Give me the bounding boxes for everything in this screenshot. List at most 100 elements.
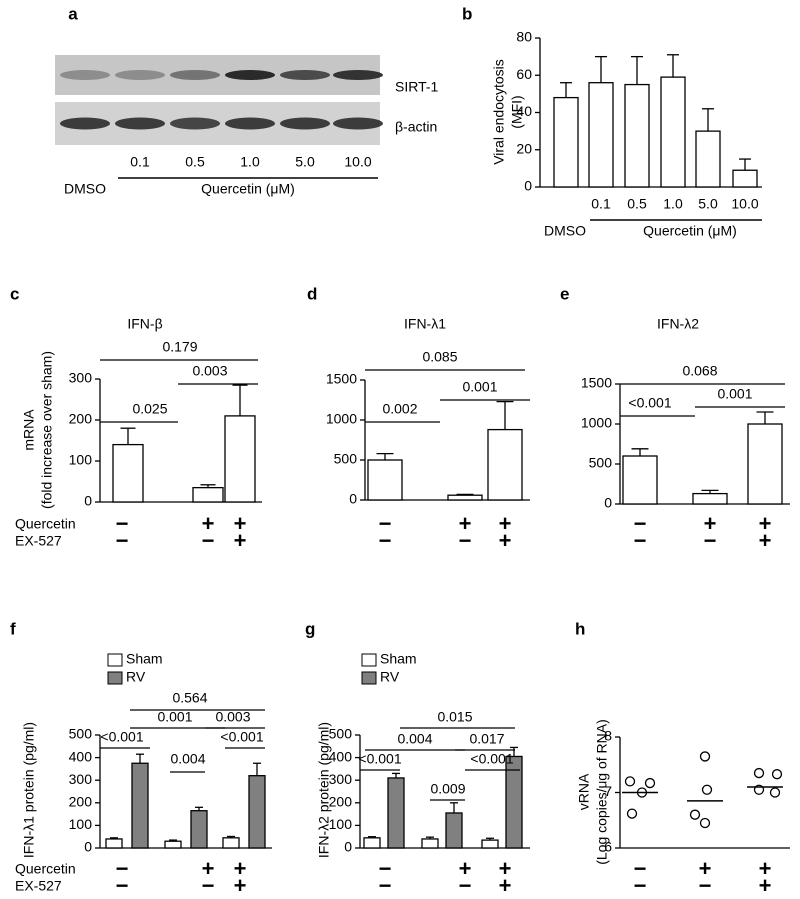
blot-band (115, 70, 165, 80)
data-point (644, 777, 656, 789)
condition-sign: − (202, 528, 215, 553)
condition-sign: + (759, 873, 772, 898)
bar (190, 810, 208, 849)
treatment-label: Quercetin (μM) (201, 181, 295, 197)
p-value: 0.001 (717, 386, 752, 402)
condition-label: Quercetin (15, 861, 76, 877)
bar (447, 494, 483, 501)
condition-sign: + (202, 511, 215, 536)
y-tick-label: 200 (69, 411, 93, 427)
condition-sign: − (699, 873, 712, 898)
y-axis-label: (Log copies/ug of RNA) (594, 719, 610, 865)
data-point (771, 769, 783, 780)
p-value: 0.003 (215, 709, 250, 725)
condition-sign: + (234, 528, 247, 553)
band-label: SIRT-1 (395, 79, 439, 95)
panel-label: e (560, 284, 569, 303)
data-point (699, 751, 711, 762)
y-tick-label: 20 (516, 140, 532, 156)
bar (131, 762, 149, 849)
p-value: 0.015 (437, 709, 472, 725)
y-axis-label: IFN-λ2 protein (pg/ml) (316, 722, 332, 858)
condition-sign: − (116, 856, 129, 881)
bar (445, 812, 463, 849)
y-axis-label: (fold increase over sham) (39, 351, 55, 509)
bar (695, 130, 721, 188)
p-value: 0.009 (430, 781, 465, 797)
y-axis-label: Viral endocytosis (491, 59, 507, 165)
y-tick-label: 80 (516, 29, 532, 45)
y-tick-label: 100 (329, 816, 353, 832)
bar (105, 838, 123, 849)
y-tick-label: 0 (84, 839, 92, 855)
condition-label: EX-527 (15, 533, 62, 549)
panel-label: a (68, 4, 78, 23)
condition-sign: + (234, 856, 247, 881)
bar (192, 486, 224, 503)
y-tick-label: 7 (604, 783, 612, 799)
bar (624, 83, 650, 188)
blot-band (60, 117, 110, 130)
panel-title: IFN-λ2 (657, 316, 699, 332)
y-tick-label: 1000 (581, 415, 612, 431)
condition-sign: − (634, 528, 647, 553)
bar (487, 428, 523, 501)
legend-swatch (361, 671, 377, 685)
condition-sign: − (116, 511, 129, 536)
y-tick-label: 1000 (326, 411, 357, 427)
p-value: <0.001 (358, 751, 401, 767)
p-value: <0.001 (628, 395, 671, 411)
condition-sign: − (634, 511, 647, 536)
p-value: 0.179 (162, 339, 197, 355)
condition-sign: + (759, 511, 772, 536)
condition-sign: + (699, 856, 712, 881)
y-axis-label: IFN-λ1 protein (pg/ml) (21, 722, 37, 858)
panel-label: h (575, 619, 585, 638)
p-value: 0.017 (469, 731, 504, 747)
condition-sign: − (116, 528, 129, 553)
p-value: 0.002 (382, 401, 417, 417)
condition-sign: − (116, 873, 129, 898)
bar (588, 82, 614, 188)
condition-sign: − (379, 528, 392, 553)
p-value: 0.001 (462, 379, 497, 395)
condition-sign: + (459, 511, 472, 536)
panel-title: IFN-β (127, 316, 162, 332)
blot-band (280, 70, 330, 80)
condition-sign: + (234, 873, 247, 898)
y-tick-label: 300 (329, 771, 353, 787)
bar (164, 840, 182, 849)
lane-label: 1.0 (240, 154, 260, 170)
y-axis-label: (MFI) (509, 95, 525, 128)
condition-label: Quercetin (15, 516, 76, 532)
legend-swatch (107, 653, 123, 667)
bar (692, 492, 728, 505)
x-tick-label: 0.1 (591, 196, 611, 212)
lane-label: 0.5 (185, 154, 205, 170)
x-tick-label: 1.0 (663, 196, 683, 212)
legend-label: RV (126, 669, 146, 685)
condition-sign: + (499, 856, 512, 881)
blot-band (170, 117, 220, 130)
condition-label: EX-527 (15, 878, 62, 894)
y-tick-label: 500 (334, 451, 358, 467)
blot-band (170, 70, 220, 80)
condition-sign: − (634, 856, 647, 881)
lane-label: 5.0 (295, 154, 315, 170)
x-tick-label: 0.5 (627, 196, 647, 212)
y-tick-label: 300 (69, 370, 93, 386)
group-label: Quercetin (μM) (643, 223, 737, 239)
condition-sign: + (202, 856, 215, 881)
condition-sign: − (459, 528, 472, 553)
y-tick-label: 6 (604, 839, 612, 855)
p-value: <0.001 (100, 729, 143, 745)
y-tick-label: 0 (84, 493, 92, 509)
p-value: <0.001 (220, 729, 263, 745)
bar (747, 423, 783, 505)
bar (732, 169, 758, 188)
data-point (699, 817, 711, 829)
bar (660, 76, 686, 188)
y-tick-label: 400 (329, 748, 353, 764)
condition-sign: − (379, 873, 392, 898)
